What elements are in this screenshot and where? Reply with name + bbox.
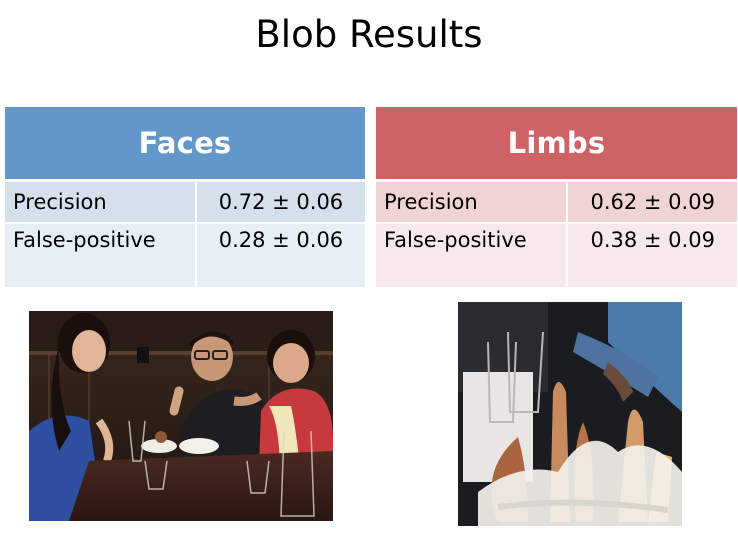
limbs-table: Limbs Precision 0.62 ± 0.09 False-positi… <box>376 107 737 287</box>
faces-false-positive-label: False-positive <box>5 222 197 287</box>
limbs-header: Limbs <box>376 107 737 181</box>
faces-header: Faces <box>5 107 365 181</box>
slide-title: Blob Results <box>255 13 483 56</box>
limbs-precision-value: 0.62 ± 0.09 <box>567 179 737 223</box>
bread-basket-photo <box>458 302 682 526</box>
bread-basket-image <box>458 302 682 526</box>
restaurant-group-photo <box>29 311 333 521</box>
limbs-precision-label: Precision <box>376 179 569 223</box>
limbs-false-positive-label: False-positive <box>376 222 569 287</box>
faces-precision-value: 0.72 ± 0.06 <box>195 179 365 223</box>
limbs-false-positive-value: 0.38 ± 0.09 <box>567 222 737 287</box>
table-row: False-positive 0.28 ± 0.06 <box>5 222 365 287</box>
faces-false-positive-value: 0.28 ± 0.06 <box>195 222 365 287</box>
faces-table: Faces Precision 0.72 ± 0.06 False-positi… <box>5 107 365 287</box>
table-row: Precision 0.62 ± 0.09 <box>376 179 737 223</box>
restaurant-group-image <box>29 311 333 521</box>
table-row: False-positive 0.38 ± 0.09 <box>376 222 737 287</box>
faces-precision-label: Precision <box>5 179 197 223</box>
table-row: Precision 0.72 ± 0.06 <box>5 179 365 223</box>
